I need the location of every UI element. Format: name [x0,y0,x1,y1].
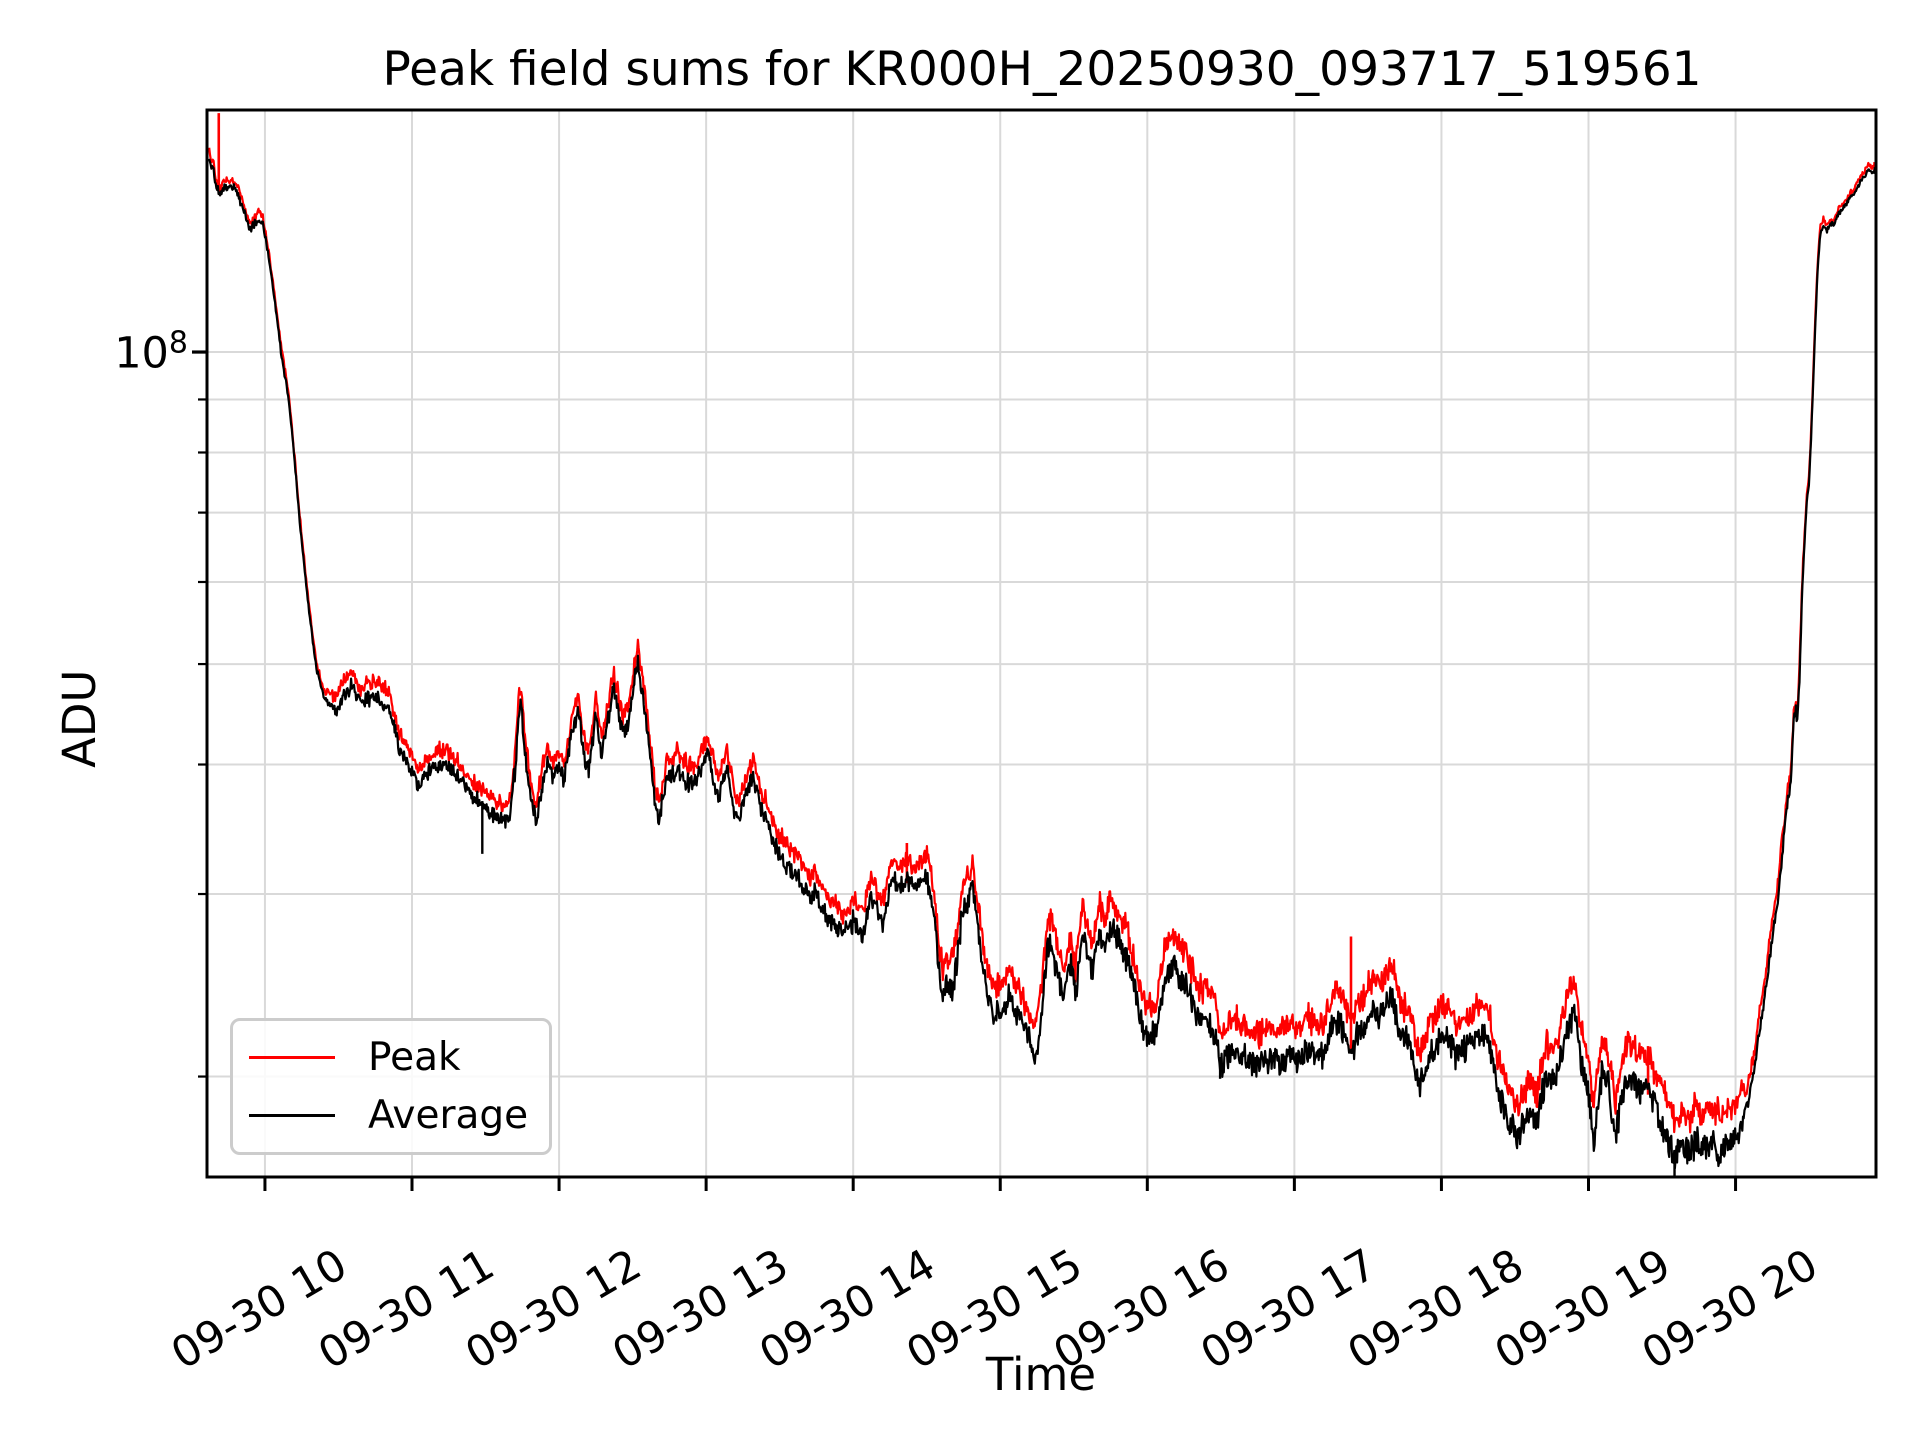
legend-item-peak: Peak [249,1038,549,1077]
gridlines [207,110,1876,1177]
legend: Peak Average [230,1018,552,1155]
legend-line-sample [249,1113,335,1117]
plot-border [205,108,1878,1179]
y-tick-base: 10 [114,328,169,379]
x-axis-label: Time [985,1348,1097,1401]
chart-title: Peak field sums for KR000H_20250930_0937… [382,42,1702,97]
axis-ticks [192,350,1738,1191]
average-series-line [208,158,1876,1170]
legend-label: Peak [368,1035,461,1081]
legend-line-sample [249,1056,335,1060]
legend-item-average: Average [249,1096,549,1135]
y-axis-label: ADU [53,669,107,768]
y-axis-major-tick-label: 108 [114,325,188,378]
legend-label: Average [368,1092,529,1138]
y-tick-exponent: 8 [168,325,188,361]
peak-series-line [208,147,1876,1134]
